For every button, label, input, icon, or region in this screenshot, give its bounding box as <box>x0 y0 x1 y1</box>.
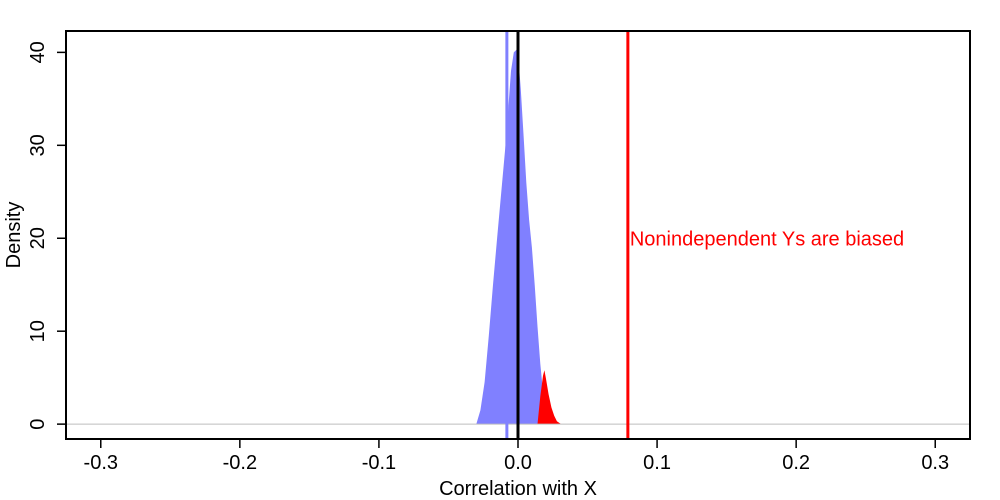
x-tick-label: -0.1 <box>362 452 396 474</box>
bias-annotation: Nonindependent Ys are biased <box>630 228 904 250</box>
x-tick-label: 0.0 <box>504 452 532 474</box>
x-axis-title: Correlation with X <box>439 478 597 500</box>
y-tick-label: 40 <box>27 41 49 63</box>
y-tick-label: 10 <box>27 320 49 342</box>
y-axis: 0 10 20 30 40 <box>27 41 66 430</box>
reference-lines <box>505 31 630 439</box>
y-tick-label: 20 <box>27 227 49 249</box>
x-axis: -0.3 -0.2 -0.1 0.0 0.1 0.2 0.3 <box>84 439 949 474</box>
density-area-1 <box>537 370 562 425</box>
x-tick-label: 0.2 <box>782 452 810 474</box>
x-tick-label: -0.2 <box>223 452 257 474</box>
x-tick-label: -0.3 <box>84 452 118 474</box>
y-axis-title: Density <box>3 202 25 269</box>
y-tick-label: 30 <box>27 134 49 156</box>
x-tick-label: 0.3 <box>921 452 949 474</box>
x-tick-label: 0.1 <box>643 452 671 474</box>
y-tick-label: 0 <box>27 419 49 430</box>
